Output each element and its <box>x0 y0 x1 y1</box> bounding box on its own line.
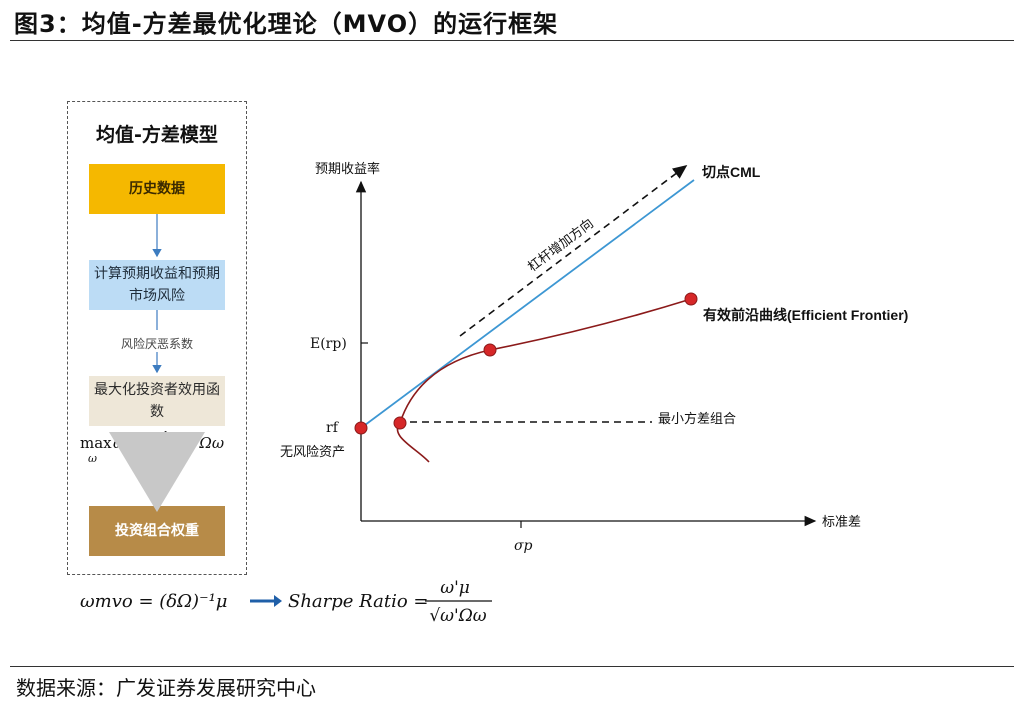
mvo-chart: 预期收益率 标准差 E(rp) rf σp 杠杆增加方向 切点CML 有效前沿曲… <box>280 161 908 554</box>
cml-label: 切点CML <box>702 164 761 180</box>
x-tick-label-sigma-p: σp <box>514 538 533 554</box>
title-rule <box>10 40 1014 41</box>
y-axis-label: 预期收益率 <box>315 161 380 177</box>
step-portfolio-weights: 投资组合权重 <box>89 506 225 556</box>
leverage-label: 杠杆增加方向 <box>525 215 597 275</box>
min-variance-label: 最小方差组合 <box>658 411 736 427</box>
objective-subscript: ω <box>88 452 97 465</box>
sharpe-ratio-label: Sharpe Ratio = <box>288 591 428 612</box>
step-maximize-utility: 最大化投资者效用函数 <box>89 376 225 426</box>
bottom-formula: ωmvo = (δΩ)⁻¹μ Sharpe Ratio = ω'μ √ω'Ωω <box>80 577 520 627</box>
y-tick-label-rf: rf <box>326 420 340 436</box>
mvo-model-panel: 均值-方差模型 历史数据 计算预期收益和预期市场风险 风险厌恶系数 最大化投资者… <box>67 101 247 575</box>
svg-text:max: max <box>80 434 112 452</box>
bottom-formula-svg: ωmvo = (δΩ)⁻¹μ Sharpe Ratio = ω'μ √ω'Ωω <box>80 578 492 626</box>
risk-free-point <box>354 421 368 435</box>
blue-arrow-head <box>274 595 282 607</box>
figure-title: 图3：均值-方差最优化理论（MVO）的运行框架 <box>14 10 559 38</box>
risk-aversion-note: 风险厌恶系数 <box>120 337 193 351</box>
risk-free-label: 无风险资产 <box>280 445 345 460</box>
tangency-point <box>483 343 497 357</box>
y-tick-label-erp: E(rp) <box>310 336 347 352</box>
flow-arrows <box>109 214 205 512</box>
mvo-weights-formula: ωmvo = (δΩ)⁻¹μ <box>80 591 228 612</box>
sharpe-denominator: √ω'Ωω <box>429 606 486 626</box>
source-note: 数据来源：广发证券发展研究中心 <box>16 676 316 700</box>
frontier-end-point <box>684 292 698 306</box>
source-rule <box>10 666 1014 667</box>
model-title: 均值-方差模型 <box>96 124 218 146</box>
efficient-frontier-curve <box>396 298 692 463</box>
x-axis-label: 标准差 <box>822 515 861 530</box>
step-expected-return-risk: 计算预期收益和预期市场风险 <box>89 260 225 310</box>
step-historical-data: 历史数据 <box>89 164 225 214</box>
frontier-label: 有效前沿曲线(Efficient Frontier) <box>703 307 908 323</box>
min-variance-point <box>393 416 407 430</box>
cml-line <box>360 179 695 429</box>
sharpe-numerator: ω'μ <box>440 578 470 598</box>
